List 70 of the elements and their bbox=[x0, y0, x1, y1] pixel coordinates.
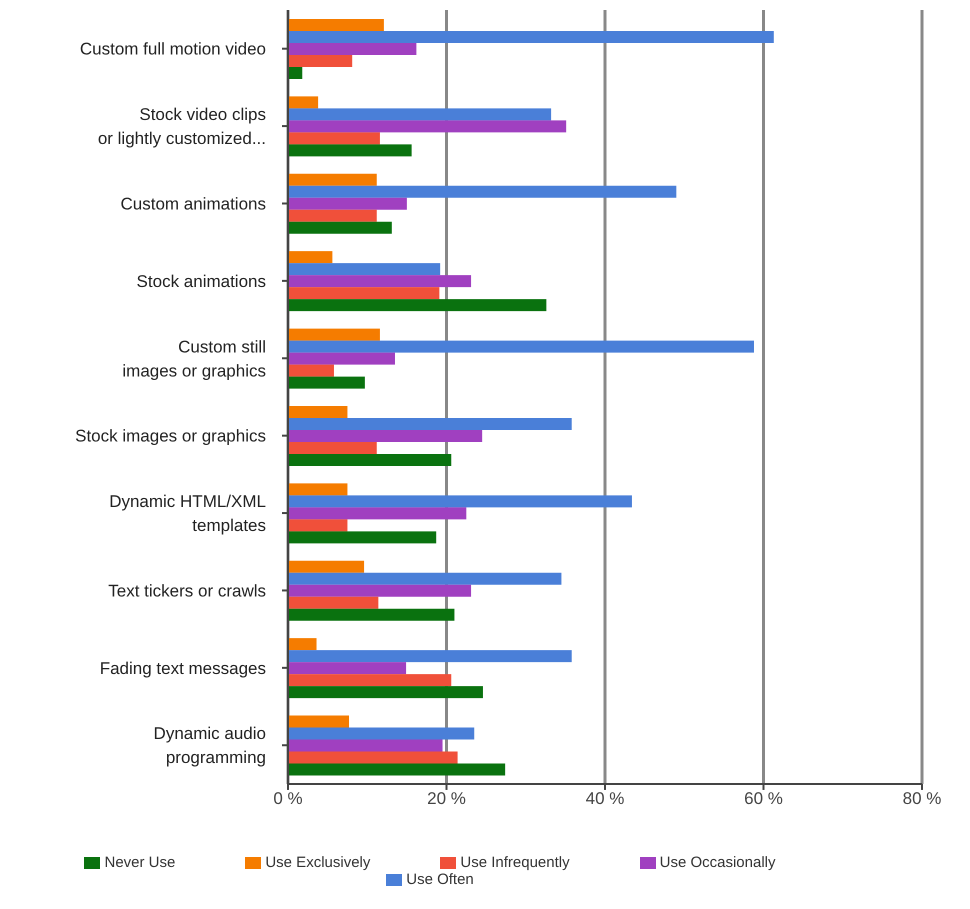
bar bbox=[288, 674, 452, 686]
bar bbox=[288, 596, 378, 609]
bar bbox=[288, 210, 377, 222]
bar bbox=[288, 340, 754, 353]
bar bbox=[288, 716, 350, 728]
bar bbox=[288, 376, 365, 389]
y-tick-label: Dynamic audio programming bbox=[154, 724, 266, 768]
bar bbox=[288, 728, 474, 740]
y-tick-label: Fading text messages bbox=[100, 658, 266, 678]
bar bbox=[288, 67, 302, 79]
bar bbox=[288, 507, 466, 520]
bar bbox=[288, 352, 395, 365]
bar bbox=[288, 418, 572, 430]
legend-label: Use Infrequently bbox=[460, 854, 570, 871]
bar bbox=[288, 662, 406, 674]
y-tick-label: Custom still images or graphics bbox=[122, 337, 266, 380]
bar bbox=[288, 364, 334, 377]
legend-label: Use Exclusively bbox=[265, 854, 370, 871]
bar bbox=[288, 686, 483, 698]
x-tick-label: 20 % bbox=[427, 789, 466, 808]
y-tick-label: Custom full motion video bbox=[80, 40, 266, 59]
bar bbox=[288, 55, 352, 67]
bar bbox=[288, 650, 572, 662]
bar bbox=[288, 132, 380, 144]
bar bbox=[288, 752, 458, 764]
bar bbox=[288, 31, 774, 43]
bar bbox=[288, 430, 482, 442]
bar bbox=[288, 120, 566, 132]
x-tick-label: 80 % bbox=[902, 789, 942, 808]
y-tick-label: Custom animations bbox=[120, 194, 266, 214]
legend-label: Never Use bbox=[104, 854, 176, 871]
bar bbox=[288, 442, 377, 454]
legend-label: Use Occasionally bbox=[660, 854, 776, 871]
bar bbox=[288, 560, 364, 573]
bar bbox=[288, 328, 380, 341]
legend-label: Use Often bbox=[406, 870, 474, 888]
bar bbox=[288, 96, 318, 108]
bar bbox=[288, 519, 348, 532]
bar bbox=[288, 108, 552, 120]
bar bbox=[288, 263, 440, 276]
x-tick-label: 60 % bbox=[744, 789, 783, 808]
y-tick-label: Stock video clips or lightly customized... bbox=[98, 105, 266, 148]
bar bbox=[288, 299, 546, 312]
bar bbox=[288, 572, 562, 585]
bar bbox=[288, 251, 332, 264]
bar bbox=[288, 287, 440, 300]
bar bbox=[288, 740, 443, 752]
bar bbox=[288, 222, 392, 234]
bar bbox=[288, 144, 412, 156]
bar bbox=[288, 483, 348, 496]
x-tick-label: 40 % bbox=[586, 789, 624, 808]
y-tick-label: Dynamic HTML/XML templates bbox=[109, 492, 266, 536]
bar bbox=[288, 275, 472, 288]
x-tick-label: 0 % bbox=[273, 789, 303, 808]
y-tick-label: Stock images or graphics bbox=[75, 426, 266, 446]
y-tick-label: Stock animations bbox=[136, 272, 266, 291]
bar bbox=[288, 174, 377, 186]
bar bbox=[288, 186, 676, 198]
bar bbox=[288, 19, 384, 31]
y-tick-label: Text tickers or crawls bbox=[108, 581, 266, 600]
bar bbox=[288, 764, 506, 776]
bar bbox=[288, 608, 454, 621]
bar bbox=[288, 406, 348, 418]
bar bbox=[288, 495, 632, 508]
bar bbox=[288, 584, 472, 597]
bar bbox=[288, 531, 436, 544]
bar bbox=[288, 454, 452, 466]
bar bbox=[288, 43, 416, 55]
bar bbox=[288, 198, 407, 210]
bar bbox=[288, 638, 317, 650]
